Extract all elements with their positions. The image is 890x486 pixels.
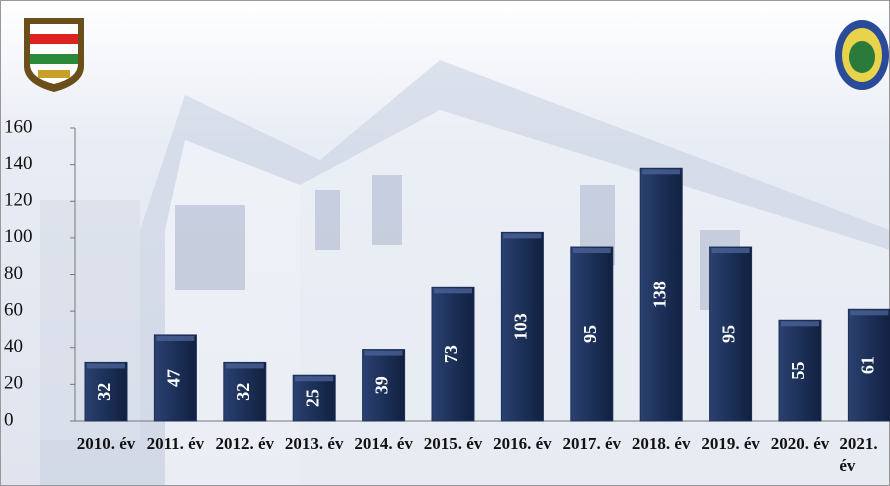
value-label: 39	[372, 376, 392, 394]
x-tick-label: 2017. év	[562, 434, 622, 453]
x-tick-label: 2019. év	[701, 434, 760, 453]
bar-highlight	[711, 248, 750, 254]
y-tick-label: 140	[4, 153, 33, 174]
value-label: 25	[302, 389, 322, 407]
bar	[84, 361, 128, 422]
bar-highlight	[850, 310, 889, 316]
value-label: 55	[788, 362, 808, 380]
x-tick-label: 2013. év	[284, 434, 344, 453]
bar-highlight	[295, 376, 334, 382]
value-label: 61	[858, 356, 878, 374]
value-label: 95	[580, 325, 600, 343]
bar-highlight	[87, 363, 125, 369]
x-tick-label: 2015. év	[423, 434, 483, 453]
bar-highlight	[572, 248, 611, 254]
y-tick-label: 80	[4, 263, 23, 284]
bar	[431, 286, 475, 422]
value-label: 103	[511, 313, 531, 340]
y-tick-label: 0	[4, 409, 14, 430]
value-label: 32	[233, 383, 253, 401]
y-tick-label: 20	[4, 373, 23, 394]
x-tick-label: 2014. év	[354, 434, 413, 453]
bar	[223, 361, 267, 422]
x-tick-label: 2020. év	[770, 434, 830, 453]
bar	[153, 334, 197, 422]
logo-left	[24, 18, 84, 92]
x-tick-label: 2021. év	[839, 434, 878, 475]
value-label: 73	[441, 345, 461, 363]
value-label: 95	[719, 325, 739, 343]
value-label: 32	[94, 383, 114, 401]
y-tick-label: 160	[4, 116, 33, 137]
x-tick-label: 2011. év	[146, 434, 205, 453]
bar	[847, 308, 890, 422]
x-tick-label: 2018. év	[631, 434, 691, 453]
x-tick-label: 2010. év	[76, 434, 136, 453]
value-label: 138	[649, 281, 669, 308]
y-tick-label: 40	[4, 336, 23, 357]
bar	[570, 246, 614, 422]
bar	[362, 349, 406, 422]
bar-highlight	[156, 335, 195, 341]
bar	[500, 231, 544, 422]
bar	[292, 374, 336, 422]
bar	[639, 167, 683, 422]
x-tick-label: 2012. év	[215, 434, 275, 453]
bar-highlight	[434, 288, 472, 294]
y-tick-label: 120	[4, 190, 33, 211]
value-label: 47	[164, 369, 184, 387]
x-tick-label: 2016. év	[493, 434, 552, 453]
logo-right	[835, 20, 889, 90]
bar-highlight	[364, 350, 403, 356]
bar-highlight	[225, 363, 264, 369]
bar-highlight	[642, 169, 681, 175]
y-tick-label: 60	[4, 299, 23, 320]
y-tick-label: 100	[4, 226, 33, 247]
bar-highlight	[503, 233, 542, 239]
bar	[709, 246, 753, 422]
bar-highlight	[781, 321, 819, 327]
bar	[778, 319, 822, 422]
